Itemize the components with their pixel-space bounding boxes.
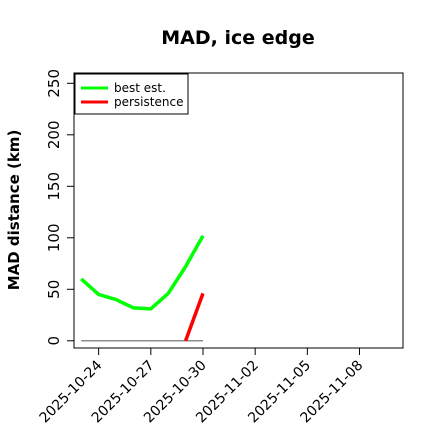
y-tick-label: 0: [45, 336, 63, 346]
y-tick-label: 50: [45, 280, 63, 299]
y-tick-label: 100: [45, 223, 63, 252]
y-axis: 0 50 100 150 200 250: [45, 69, 75, 346]
y-tick-label: 250: [45, 69, 63, 98]
legend-label-persistence: persistence: [114, 95, 183, 109]
chart-title: MAD, ice edge: [161, 27, 314, 49]
x-axis: 2025-10-242025-10-272025-10-302025-11-02…: [37, 347, 366, 426]
series-line-best-est: [80, 234, 205, 311]
plot-marks: [80, 234, 205, 342]
legend-label-best-est: best est.: [114, 81, 166, 95]
y-tick-label: 200: [45, 120, 63, 149]
y-axis-label: MAD distance (km): [5, 130, 23, 291]
y-tick-label: 150: [45, 172, 63, 201]
legend: best est. persistence: [74, 73, 189, 115]
legend-box: [74, 73, 189, 115]
series-line-persistence: [183, 292, 205, 342]
